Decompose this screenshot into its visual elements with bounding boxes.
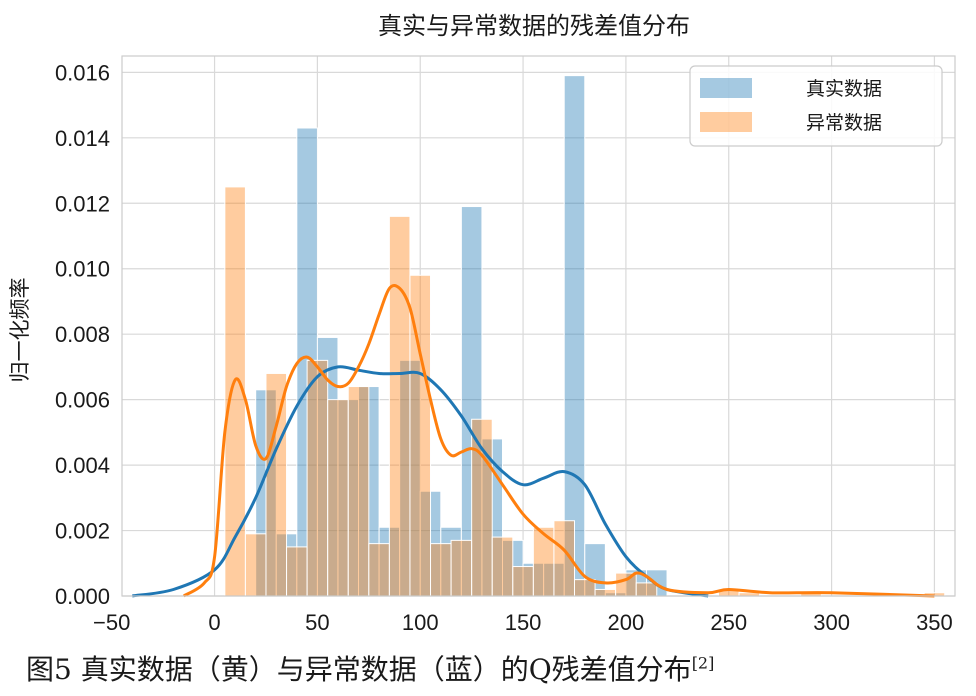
y-tick-label: 0.002 xyxy=(55,519,110,544)
bar-anomaly xyxy=(471,418,493,597)
bar-anomaly xyxy=(635,582,658,597)
x-tick-label: 100 xyxy=(402,610,439,635)
legend-box xyxy=(689,65,943,147)
bar-anomaly xyxy=(512,566,534,597)
x-tick-label: 300 xyxy=(813,610,850,635)
y-tick-labels: 0.000 0.002 0.004 0.006 0.008 0.010 0.012 0.014… xyxy=(55,60,110,609)
y-tick-label: 0.008 xyxy=(55,322,110,347)
y-tick-label: 0.016 xyxy=(55,60,110,85)
x-tick-label: 50 xyxy=(305,610,329,635)
histogram-chart: 真实与异常数据的残差值分布 归一化频率 −50 0 50 100 150 200 250 30… xyxy=(8,12,956,635)
x-tick-label: 200 xyxy=(608,610,645,635)
caption-reference: [2] xyxy=(691,653,715,673)
bar-anomaly xyxy=(388,215,411,597)
x-tick-label: 350 xyxy=(916,610,953,635)
kde-line-real xyxy=(132,365,709,598)
legend-swatch xyxy=(700,112,752,132)
bar-anomaly xyxy=(306,359,329,597)
y-tick-label: 0.004 xyxy=(55,453,110,478)
bar-anomaly xyxy=(368,543,390,597)
bar-anomaly xyxy=(491,536,514,597)
x-tick-label: −50 xyxy=(93,610,130,635)
bar-anomaly xyxy=(327,399,349,597)
bar-anomaly xyxy=(430,543,452,597)
y-tick-label: 0.012 xyxy=(55,191,110,216)
x-tick-label: 150 xyxy=(505,610,542,635)
kde-curves xyxy=(132,284,935,598)
y-tick-label: 0.014 xyxy=(55,126,110,151)
bar-anomaly xyxy=(265,372,288,597)
bar-anomaly xyxy=(347,386,370,597)
chart-title: 真实与异常数据的残差值分布 xyxy=(378,12,690,40)
legend-label: 真实数据 xyxy=(806,78,882,100)
bar-real xyxy=(563,75,586,597)
y-tick-label: 0.000 xyxy=(55,584,110,609)
plot-frame xyxy=(121,55,956,597)
caption-text: 图5 真实数据（黄）与异常数据（蓝）的Q残差值分布 xyxy=(26,653,692,686)
legend-label: 异常数据 xyxy=(806,112,882,134)
figure-caption: 图5 真实数据（黄）与异常数据（蓝）的Q残差值分布[2] xyxy=(26,648,714,688)
bar-anomaly xyxy=(244,533,267,597)
legend-swatch xyxy=(700,78,752,98)
y-tick-label: 0.010 xyxy=(55,257,110,282)
y-axis-label: 归一化频率 xyxy=(8,278,32,383)
bar-anomaly xyxy=(450,539,473,597)
bars xyxy=(224,75,946,597)
x-tick-label: 0 xyxy=(208,610,220,635)
kde-line-anomaly xyxy=(182,284,935,598)
bar-anomaly xyxy=(286,546,308,597)
y-tick-label: 0.006 xyxy=(55,388,110,413)
x-tick-labels: −50 0 50 100 150 200 250 300 350 xyxy=(93,610,953,635)
bar-anomaly xyxy=(594,588,617,597)
x-tick-label: 250 xyxy=(710,610,747,635)
